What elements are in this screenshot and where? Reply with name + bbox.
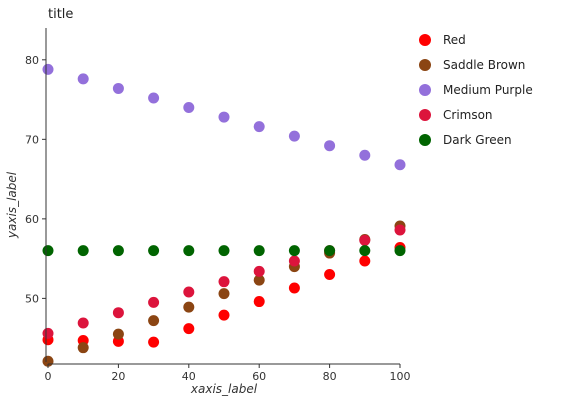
point-dark-green [112, 245, 124, 257]
point-crimson [183, 286, 195, 298]
point-dark-green [77, 245, 89, 257]
point-dark-green [359, 245, 371, 257]
point-red [183, 323, 195, 335]
x-axis-label: xaxis_label [190, 382, 258, 396]
point-medium-purple [42, 63, 54, 75]
legend-label-crimson: Crimson [443, 108, 493, 122]
legend-marker-red [419, 34, 431, 46]
legend-label-dark-green: Dark Green [443, 133, 512, 147]
point-saddle-brown [183, 301, 195, 313]
point-saddle-brown [148, 315, 160, 327]
point-saddle-brown [112, 328, 124, 340]
point-saddle-brown [77, 342, 89, 354]
point-medium-purple [288, 130, 300, 142]
legend-marker-crimson [419, 109, 431, 121]
point-crimson [112, 307, 124, 319]
point-saddle-brown [218, 288, 230, 300]
x-tick-label: 0 [45, 370, 52, 383]
chart-title: title [48, 7, 73, 22]
point-crimson [253, 265, 265, 277]
point-medium-purple [324, 140, 336, 152]
y-tick-label: 70 [25, 133, 39, 146]
x-tick-label: 80 [323, 370, 337, 383]
x-tick-label: 100 [390, 370, 411, 383]
point-medium-purple [148, 92, 160, 104]
point-red [218, 309, 230, 321]
legend: Red Saddle Brown Medium Purple Crimson Dark … [419, 33, 533, 147]
x-axis: 0 20 40 60 80 100 [45, 363, 411, 383]
point-dark-green [288, 245, 300, 257]
point-crimson [77, 317, 89, 329]
series-saddle-brown [42, 220, 406, 367]
legend-marker-saddle-brown [419, 59, 431, 71]
x-tick-label: 60 [252, 370, 266, 383]
point-dark-green [218, 245, 230, 257]
point-medium-purple [394, 159, 406, 171]
legend-marker-dark-green [419, 134, 431, 146]
x-tick-label: 40 [182, 370, 196, 383]
point-medium-purple [183, 102, 195, 114]
y-axis-label: yaxis_label [5, 171, 19, 239]
point-red [288, 282, 300, 294]
y-tick-label: 60 [25, 213, 39, 226]
series-dark-green [42, 245, 406, 257]
y-tick-label: 50 [25, 292, 39, 305]
point-red [324, 269, 336, 281]
legend-label-saddle-brown: Saddle Brown [443, 58, 525, 72]
plot-area [42, 63, 406, 367]
point-dark-green [253, 245, 265, 257]
point-saddle-brown [253, 274, 265, 286]
point-crimson [148, 296, 160, 308]
point-crimson [42, 327, 54, 339]
point-red [359, 255, 371, 267]
x-tick-label: 20 [111, 370, 125, 383]
point-dark-green [148, 245, 160, 257]
point-crimson [394, 224, 406, 236]
legend-label-medium-purple: Medium Purple [443, 83, 533, 97]
point-crimson [288, 255, 300, 267]
point-dark-green [42, 245, 54, 257]
legend-label-red: Red [443, 33, 466, 47]
point-dark-green [183, 245, 195, 257]
point-red [148, 336, 160, 348]
y-axis: 50 60 70 80 [25, 28, 47, 362]
point-medium-purple [77, 73, 89, 85]
point-dark-green [394, 245, 406, 257]
series-red [42, 241, 406, 348]
series-crimson [42, 224, 406, 339]
legend-marker-medium-purple [419, 84, 431, 96]
point-crimson [218, 276, 230, 288]
series-medium-purple [42, 63, 406, 171]
point-dark-green [324, 245, 336, 257]
point-medium-purple [253, 121, 265, 133]
point-crimson [359, 234, 371, 246]
point-red [253, 296, 265, 308]
point-medium-purple [112, 82, 124, 94]
point-medium-purple [218, 111, 230, 123]
y-tick-label: 80 [25, 54, 39, 67]
point-medium-purple [359, 149, 371, 161]
